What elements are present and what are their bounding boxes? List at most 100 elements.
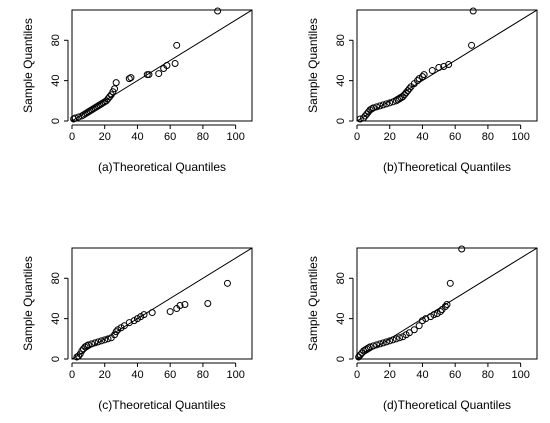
x-tick-label: 60 [164,131,176,143]
y-tick-label: 80 [335,34,347,46]
data-point [369,104,377,112]
plot-frame [71,247,253,360]
data-point [441,303,449,311]
x-tick-label: 0 [69,131,75,143]
x-axis-title: (a)Theoretical Quantiles [98,160,226,174]
data-point [214,7,222,15]
data-point [373,341,381,349]
x-tick-label: 60 [449,131,461,143]
data-point [443,301,451,309]
x-tick-label: 0 [354,131,360,143]
y-tick-label: 0 [50,356,62,362]
data-point [84,341,92,349]
data-point [458,245,466,253]
data-point [71,114,79,122]
panel-b: 0 20 40 60 80 100 0 40 80 (b)Theoretical Quantile… [306,7,538,174]
data-point [468,41,476,49]
data-point [163,62,171,69]
data-point [176,302,184,310]
y-axis-title: Sample Quantiles [21,256,35,351]
x-tick-label: 100 [226,131,244,143]
data-point [373,103,381,111]
data-point [430,311,438,319]
panel-c: 0 20 40 60 80 100 0 40 80 (c)Theoretical Quantile… [21,247,253,412]
data-point [445,60,453,68]
y-tick-label: 80 [50,34,62,46]
data-point [410,326,418,334]
data-point [112,328,120,336]
y-tick-label: 40 [50,313,62,325]
data-point [204,300,212,307]
x-tick-label: 40 [131,131,143,143]
data-point [155,70,163,78]
x-tick-label: 40 [416,369,428,381]
data-point [386,99,394,107]
data-point [140,311,148,319]
x-tick-label: 100 [226,369,244,381]
plot-frame [356,9,538,122]
data-point [356,115,364,123]
x-tick-label: 80 [482,131,494,143]
x-tick-label: 100 [511,131,529,143]
y-tick-label: 0 [335,356,347,362]
x-tick-label: 80 [197,369,209,381]
data-point [369,342,377,350]
data-point [112,79,120,87]
x-axis-title: (b)Theoretical Quantiles [383,160,511,174]
data-point [127,74,135,82]
x-tick-label: 20 [384,131,396,143]
data-point [366,343,374,351]
x-tick-label: 80 [197,131,209,143]
x-tick-label: 20 [99,369,111,381]
x-tick-label: 20 [384,369,396,381]
data-point [469,7,477,15]
data-point [104,335,112,343]
data-point [106,93,114,101]
data-point [376,340,384,348]
data-point [148,309,156,317]
data-point [120,322,128,330]
x-axis-title: (c)Theoretical Quantiles [98,398,225,412]
x-tick-label: 80 [482,369,494,381]
data-point [145,71,153,79]
x-tick-label: 60 [449,369,461,381]
y-axis-title: Sample Quantiles [306,18,320,113]
data-point [97,337,105,345]
y-tick-label: 40 [50,75,62,87]
data-point [75,352,83,360]
data-point [376,102,384,110]
data-point [94,338,102,346]
x-tick-label: 40 [416,131,428,143]
data-point [171,59,179,67]
x-tick-label: 0 [69,369,75,381]
y-axis-title: Sample Quantiles [21,18,35,113]
data-point [386,337,394,345]
y-tick-label: 40 [335,75,347,87]
x-tick-label: 60 [164,369,176,381]
data-point [435,64,443,72]
x-tick-label: 40 [131,369,143,381]
data-point [166,308,174,316]
y-tick-label: 40 [335,313,347,325]
data-point [379,339,387,347]
panel-d: 0 20 40 60 80 100 0 40 80 (d)Theoretical Quantile… [306,245,538,412]
data-point [436,308,444,316]
data-point [125,75,133,83]
data-point [405,85,413,93]
panel-a: 0 20 40 60 80 100 0 40 80 (a)Theoretical Quantile… [21,7,253,174]
data-point [88,340,96,348]
x-tick-label: 20 [99,131,111,143]
y-tick-label: 80 [50,272,62,284]
data-point [382,338,390,346]
data-point [414,77,422,85]
data-point [446,279,454,287]
data-point [101,336,109,344]
plot-frame [356,247,538,360]
data-point [420,71,428,79]
y-axis-title: Sample Quantiles [306,256,320,351]
x-axis-title: (d)Theoretical Quantiles [383,398,511,412]
data-point [405,329,413,337]
data-point [91,339,99,347]
data-point [428,67,436,75]
y-tick-label: 80 [335,272,347,284]
